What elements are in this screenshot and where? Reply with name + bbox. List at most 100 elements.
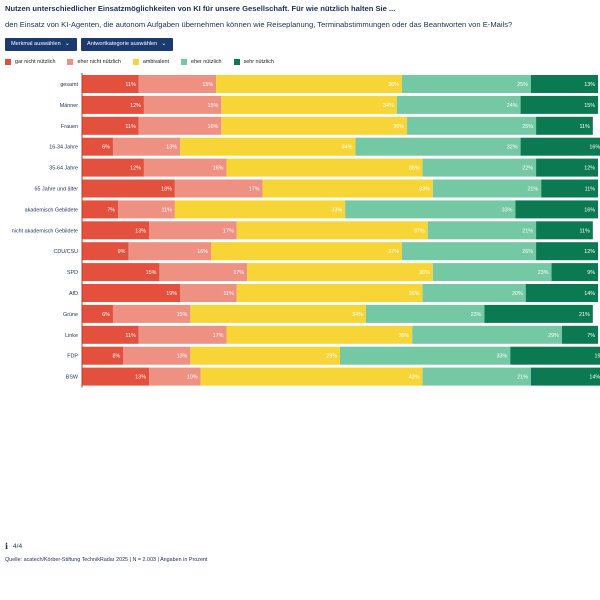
bar-segment-gar-nicht[interactable] bbox=[82, 367, 150, 386]
bar-segment-gar-nicht[interactable] bbox=[82, 116, 139, 135]
bar-segment-sehr[interactable] bbox=[520, 137, 600, 156]
data-label: 17% bbox=[213, 333, 224, 339]
bar-segment-eher[interactable] bbox=[432, 263, 552, 282]
bar-segment-ambivalent[interactable] bbox=[211, 242, 402, 261]
bar-segment-ambivalent[interactable] bbox=[236, 284, 423, 302]
legend-item-sehr[interactable]: sehr nützlich bbox=[233, 59, 274, 65]
bar-segment-eher[interactable] bbox=[422, 284, 526, 302]
category-label: BSW bbox=[66, 375, 79, 381]
bar-segment-ambivalent[interactable] bbox=[200, 367, 423, 386]
legend-item-eher-nicht[interactable]: eher nicht nützlich bbox=[67, 59, 121, 65]
bar-segment-eher[interactable] bbox=[422, 367, 531, 386]
bar-segment-eher[interactable] bbox=[365, 304, 485, 323]
bar-segment-eher[interactable] bbox=[345, 200, 516, 219]
bar-segment-sehr[interactable] bbox=[520, 95, 598, 114]
data-label: 15% bbox=[177, 312, 188, 318]
bar-segment-sehr[interactable] bbox=[536, 242, 598, 261]
bar-segment-ambivalent[interactable] bbox=[262, 179, 433, 198]
bar-segment-eher-nicht[interactable] bbox=[174, 179, 263, 198]
bar-segment-gar-nicht[interactable] bbox=[82, 200, 119, 219]
bar-segment-gar-nicht[interactable] bbox=[82, 95, 144, 114]
data-label: 26% bbox=[522, 249, 533, 255]
bar-segment-eher-nicht[interactable] bbox=[143, 95, 222, 114]
bar-segment-ambivalent[interactable] bbox=[174, 200, 346, 219]
bar-segment-sehr[interactable] bbox=[530, 367, 600, 386]
bar-segment-ambivalent[interactable] bbox=[221, 116, 408, 135]
bar-segment-gar-nicht[interactable] bbox=[82, 325, 139, 344]
bar-segment-ambivalent[interactable] bbox=[216, 75, 402, 93]
bar-segment-gar-nicht[interactable] bbox=[82, 263, 160, 282]
category-label: Männer bbox=[60, 103, 78, 109]
category-label: 35-64 Jahre bbox=[49, 166, 78, 172]
bar-segment-eher[interactable] bbox=[355, 137, 521, 156]
bar-segment-eher[interactable] bbox=[401, 242, 537, 261]
bar-segment-sehr[interactable] bbox=[536, 116, 593, 135]
bar-segment-gar-nicht[interactable] bbox=[82, 284, 181, 302]
bar-segment-eher[interactable] bbox=[401, 75, 531, 93]
bar-segment-gar-nicht[interactable] bbox=[82, 242, 129, 261]
bar-segment-sehr[interactable] bbox=[551, 263, 598, 282]
legend-item-eher[interactable]: eher nützlich bbox=[180, 59, 222, 65]
bar-segment-eher-nicht[interactable] bbox=[180, 284, 237, 302]
bar-segment-eher[interactable] bbox=[407, 116, 537, 135]
bar-segment-eher[interactable] bbox=[340, 346, 511, 365]
bar-segment-eher-nicht[interactable] bbox=[112, 137, 181, 156]
bar-segment-ambivalent[interactable] bbox=[190, 304, 366, 323]
bar-segment-eher[interactable] bbox=[412, 325, 562, 344]
page-number: 4/4 bbox=[13, 542, 23, 550]
bar-segment-ambivalent[interactable] bbox=[236, 221, 428, 240]
chart-title: Nutzen unterschiedlicher Einsatzmöglichk… bbox=[5, 4, 396, 13]
bar-segment-eher-nicht[interactable] bbox=[118, 200, 175, 219]
bar-segment-gar-nicht[interactable] bbox=[82, 158, 144, 177]
bar-segment-ambivalent[interactable] bbox=[226, 325, 413, 344]
legend-item-ambivalent[interactable]: ambivalent bbox=[132, 59, 169, 65]
data-label: 33% bbox=[502, 207, 513, 213]
bar-segment-eher-nicht[interactable] bbox=[143, 158, 227, 177]
bar-segment-eher-nicht[interactable] bbox=[123, 346, 191, 365]
bar-segment-gar-nicht[interactable] bbox=[82, 75, 139, 93]
legend-item-gar-nicht[interactable]: gar nicht nützlich bbox=[5, 59, 55, 65]
bar-segment-sehr[interactable] bbox=[541, 179, 598, 198]
chart-legend: gar nicht nützlich eher nicht nützlich amb… bbox=[5, 59, 274, 65]
bar-segment-sehr[interactable] bbox=[536, 158, 598, 177]
bar-segment-ambivalent[interactable] bbox=[247, 263, 433, 282]
bar-segment-ambivalent[interactable] bbox=[180, 137, 356, 156]
bar-segment-eher-nicht[interactable] bbox=[159, 263, 248, 282]
bar-segment-gar-nicht[interactable] bbox=[82, 346, 124, 365]
bar-segment-sehr[interactable] bbox=[510, 346, 600, 365]
bar-segment-eher[interactable] bbox=[432, 179, 542, 198]
merkmal-dropdown[interactable]: Merkmal auswählen ⌄ bbox=[5, 38, 77, 51]
antwort-dropdown[interactable]: Antwortkategorie auswählen ⌄ bbox=[81, 38, 173, 51]
bar-segment-eher-nicht[interactable] bbox=[138, 325, 227, 344]
data-label: 36% bbox=[419, 270, 430, 276]
bar-segment-sehr[interactable] bbox=[484, 304, 593, 323]
bar-segment-sehr[interactable] bbox=[561, 325, 598, 344]
bar-segment-sehr[interactable] bbox=[525, 284, 598, 302]
bar-segment-gar-nicht[interactable] bbox=[82, 221, 150, 240]
bar-segment-ambivalent[interactable] bbox=[221, 95, 397, 114]
info-icon[interactable]: i bbox=[5, 541, 9, 551]
bar-segment-eher-nicht[interactable] bbox=[128, 242, 211, 261]
bar-segment-gar-nicht[interactable] bbox=[82, 304, 113, 323]
bar-segment-eher[interactable] bbox=[422, 158, 537, 177]
bar-segment-eher-nicht[interactable] bbox=[149, 367, 201, 386]
bar-segment-ambivalent[interactable] bbox=[190, 346, 340, 365]
data-label: 17% bbox=[223, 228, 234, 234]
bar-segment-sehr[interactable] bbox=[536, 221, 593, 240]
bar-segment-gar-nicht[interactable] bbox=[82, 137, 113, 156]
bar-segment-eher-nicht[interactable] bbox=[149, 221, 237, 240]
bar-segment-eher-nicht[interactable] bbox=[138, 75, 217, 93]
bar-segment-eher[interactable] bbox=[396, 95, 521, 114]
bar-segment-eher[interactable] bbox=[427, 221, 537, 240]
bar-segment-eher-nicht[interactable] bbox=[112, 304, 191, 323]
bar-segment-sehr[interactable] bbox=[530, 75, 598, 93]
data-label: 23% bbox=[471, 312, 482, 318]
bar-segment-ambivalent[interactable] bbox=[226, 158, 423, 177]
bar-segment-eher-nicht[interactable] bbox=[138, 116, 222, 135]
chevron-down-icon: ⌄ bbox=[161, 41, 167, 47]
data-label: 7% bbox=[107, 207, 115, 213]
legend-label: eher nicht nützlich bbox=[77, 59, 121, 65]
legend-swatch bbox=[5, 59, 11, 65]
bar-segment-sehr[interactable] bbox=[515, 200, 598, 219]
bar-segment-gar-nicht[interactable] bbox=[82, 179, 175, 198]
